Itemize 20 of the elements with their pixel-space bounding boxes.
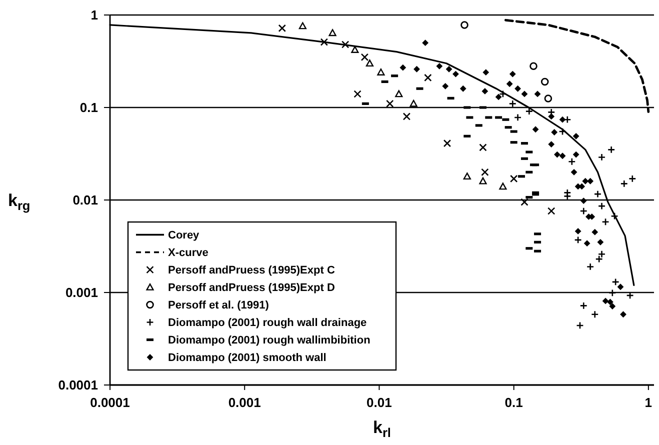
y-axis-title: k$_{rg}$ <box>8 191 30 213</box>
legend-label: Diomampo (2001) smooth wall <box>168 352 326 364</box>
y-tick-label: 0.01 <box>72 192 98 208</box>
x-axis-title: k$_{rl}$ <box>373 418 391 440</box>
y-tick-label: 0.001 <box>65 285 98 300</box>
y-tick-label: 0.1 <box>80 100 98 116</box>
x-tick-label: 0.0001 <box>90 395 130 410</box>
x-tick-label: 0.1 <box>504 395 523 410</box>
legend-label: Diomampo (2001) rough wall drainage <box>168 317 367 330</box>
legend-label: X-curve <box>168 247 208 260</box>
x-tick-label: 1 <box>644 395 652 410</box>
legend-label: Persoff andPruess (1995)Expt C <box>168 264 335 277</box>
legend-label: Persoff andPruess (1995)Expt D <box>168 282 335 294</box>
y-tick-label: 1 <box>90 8 98 23</box>
x-tick-label: 0.01 <box>366 395 392 410</box>
legend-label: Corey <box>168 230 200 242</box>
x-tick-label: 0.001 <box>228 395 261 410</box>
y-tick-label: 0.0001 <box>58 378 98 393</box>
legend-label: Persoff et al. (1991) <box>168 300 270 312</box>
legend-label: Diomampo (2001) rough wallimbibition <box>168 334 371 347</box>
